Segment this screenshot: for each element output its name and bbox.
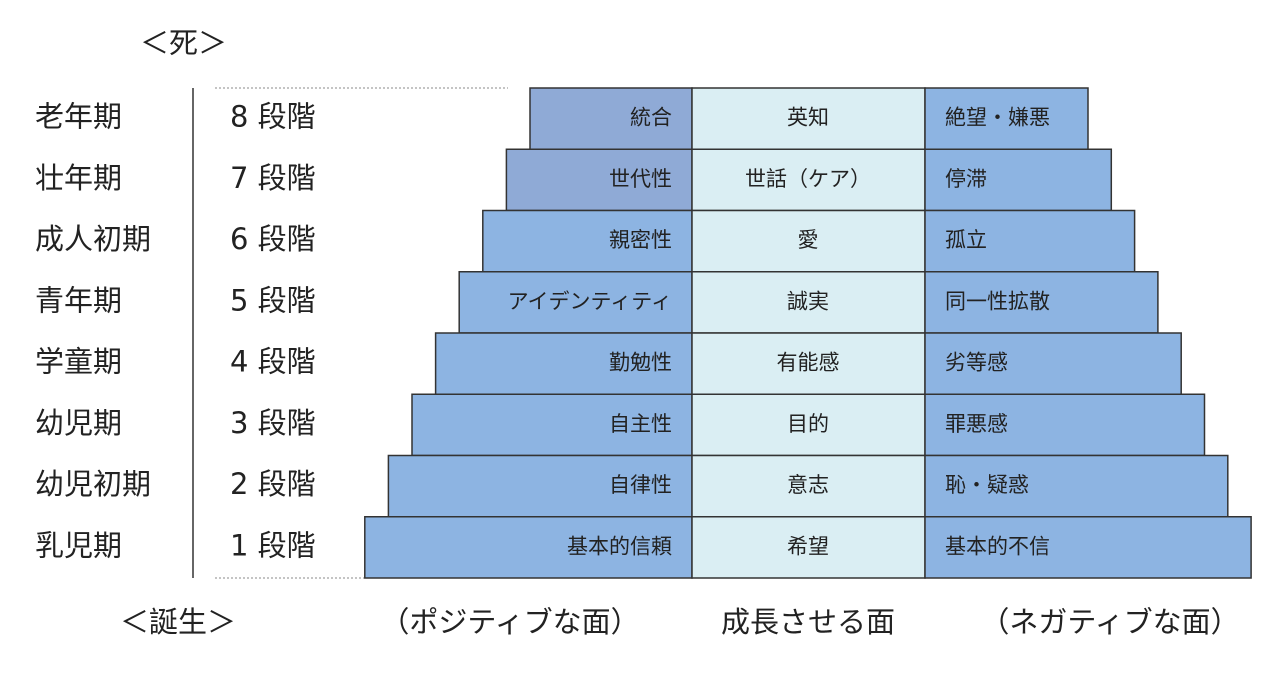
positive-box [505,148,693,212]
negative-label: 同一性拡散 [945,289,1050,313]
stage-label: 8 段階 [230,100,316,134]
positive-box [411,393,693,457]
virtue-box [691,271,926,334]
virtue-box [691,148,926,212]
positive-label: 自主性 [609,412,672,436]
negative-box [924,454,1229,518]
virtue-label: 愛 [798,228,819,252]
period-label: 幼児初期 [35,467,151,501]
negative-label: 劣等感 [945,351,1008,375]
positive-box [529,87,693,150]
virtue-label: 世話（ケア） [745,167,871,191]
stage-label: 5 段階 [230,283,316,317]
stage-label: 4 段階 [230,345,316,379]
positive-label: 勤勉性 [609,351,672,375]
stage-label: 3 段階 [230,406,316,440]
death-label: ＜死＞ [140,26,227,60]
negative-box [924,332,1182,395]
virtue-box [691,454,926,518]
negative-label: 罪悪感 [945,412,1008,436]
negative-label: 停滞 [945,167,987,191]
stage-label: 1 段階 [230,528,316,562]
period-label: 青年期 [35,283,122,317]
negative-box [924,209,1136,273]
virtue-label: 目的 [787,412,829,436]
negative-box [924,271,1159,334]
negative-label: 基本的不信 [945,534,1050,558]
birth-label: ＜誕生＞ [120,605,236,639]
period-label: 幼児期 [35,406,122,440]
period-label: 壮年期 [35,161,122,195]
stage-label: 7 段階 [230,161,316,195]
stage-label: 2 段階 [230,467,316,501]
positive-label: アイデンティティ [508,289,672,313]
negative-box [924,516,1252,579]
positive-box [458,271,693,334]
positive-label: 親密性 [609,228,672,252]
virtue-label: 希望 [787,534,829,558]
negative-box [924,87,1089,150]
positive-label: 統合 [630,106,672,130]
period-label: 成人初期 [35,222,151,256]
negative-label: 孤立 [945,228,987,252]
stage-label: 6 段階 [230,222,316,256]
footer-positive: （ポジティブな面） [380,605,639,639]
virtue-label: 英知 [787,106,829,130]
positive-box [364,516,693,579]
positive-label: 基本的信頼 [567,534,672,558]
virtue-label: 誠実 [787,289,829,313]
virtue-box [691,393,926,457]
negative-label: 恥・疑惑 [945,473,1029,497]
positive-label: 世代性 [609,167,672,191]
virtue-box [691,516,926,579]
virtue-label: 意志 [787,473,829,497]
footer-negative: （ネガティブな面） [980,605,1239,639]
negative-label: 絶望・嫌悪 [945,106,1050,130]
virtue-label: 有能感 [777,351,840,375]
negative-box [924,148,1113,212]
negative-box [924,393,1206,457]
positive-label: 自律性 [609,473,672,497]
virtue-box [691,332,926,395]
footer-virtue: 成長させる面 [721,605,895,639]
period-label: 乳児期 [35,528,122,562]
virtue-box [691,209,926,273]
period-label: 老年期 [35,100,122,134]
period-label: 学童期 [35,345,122,379]
